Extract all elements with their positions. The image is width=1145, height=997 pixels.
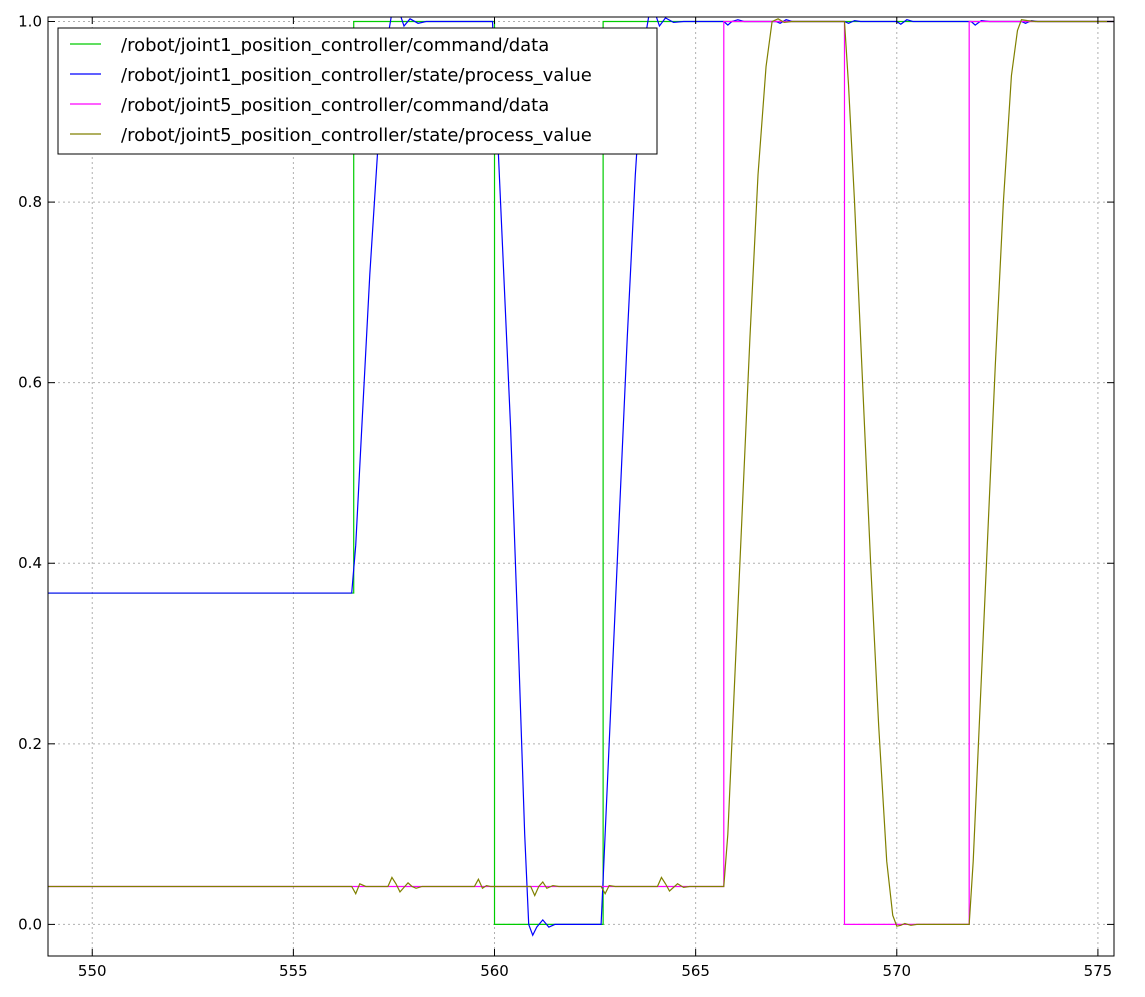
y-tick-label: 0.0 xyxy=(18,915,42,933)
series-lines xyxy=(48,17,1114,937)
plot-frame xyxy=(47,16,1115,957)
x-tick-label: 555 xyxy=(279,962,308,980)
legend-label: /robot/joint5_position_controller/comman… xyxy=(121,95,549,116)
x-tick-label: 550 xyxy=(78,962,107,980)
axis-ticks: 550 555 560 565 570 575 0.0 0.2 0.4 0.6 0.8 1.0 xyxy=(18,13,1114,980)
series-line-2 xyxy=(48,20,1114,925)
x-tick-label: 575 xyxy=(1084,962,1113,980)
legend-box xyxy=(57,27,658,155)
legend: /robot/joint1_position_controller/comman… xyxy=(57,27,658,155)
legend-label: /robot/joint1_position_controller/comman… xyxy=(121,35,549,56)
series-line-3 xyxy=(48,18,1114,927)
y-tick-label: 0.8 xyxy=(18,193,42,211)
y-tick-label: 0.2 xyxy=(18,735,42,753)
x-tick-label: 570 xyxy=(882,962,911,980)
x-tick-label: 560 xyxy=(480,962,509,980)
y-tick-label: 1.0 xyxy=(18,13,42,31)
y-tick-label: 0.4 xyxy=(18,554,42,572)
x-tick-label: 565 xyxy=(681,962,710,980)
series-line-0 xyxy=(48,20,1114,925)
legend-label: /robot/joint1_position_controller/state/… xyxy=(121,65,592,86)
legend-label: /robot/joint5_position_controller/state/… xyxy=(121,125,592,146)
y-tick-label: 0.6 xyxy=(18,374,42,392)
grid-lines xyxy=(48,17,1114,956)
